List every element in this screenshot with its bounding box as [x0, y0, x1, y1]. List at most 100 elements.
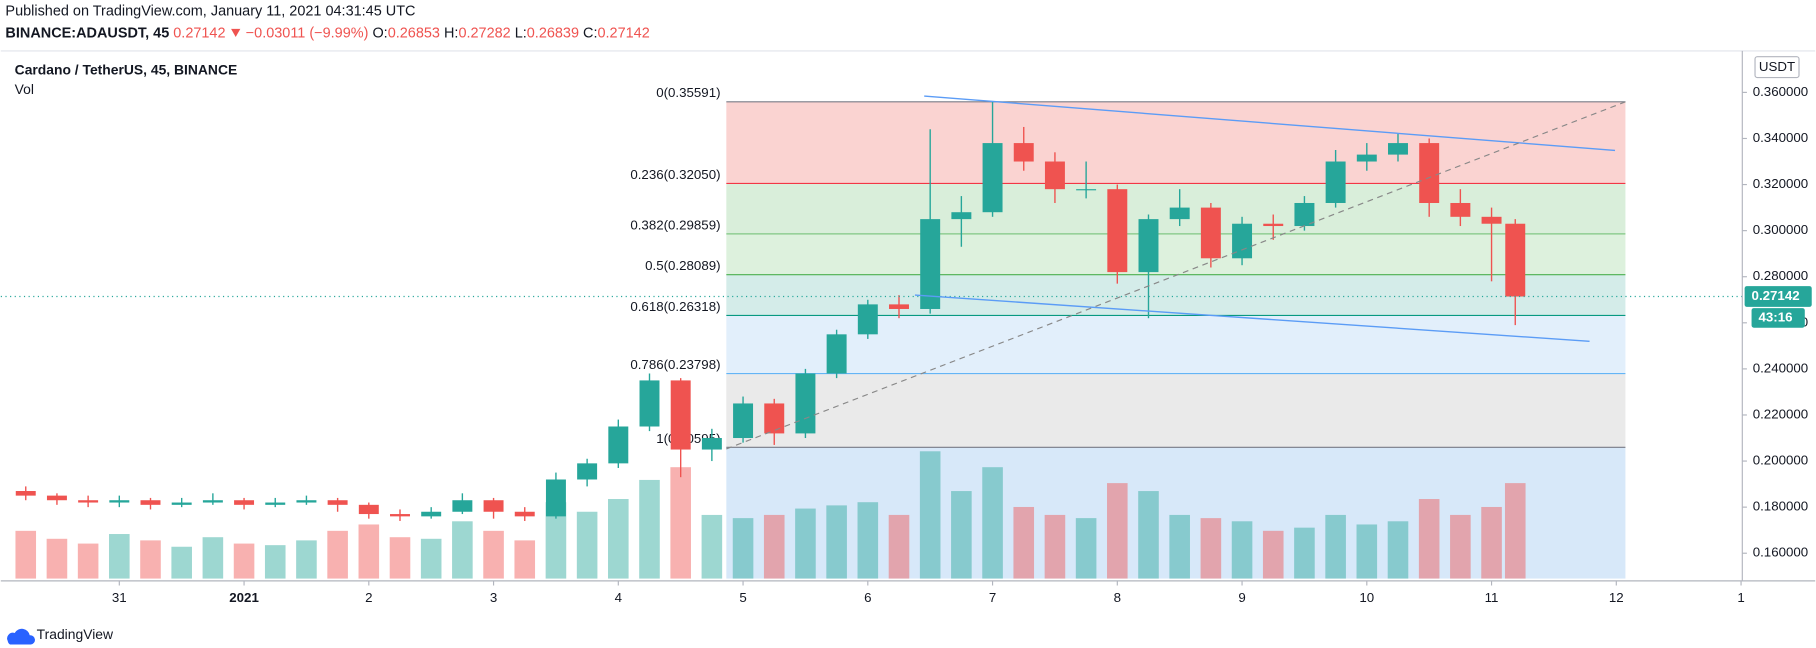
ohlc-key: L: [515, 25, 527, 41]
ohlc-key: O: [372, 25, 387, 41]
candle-body [545, 479, 566, 517]
volume-bar [1075, 518, 1097, 579]
volume-bar [483, 530, 504, 579]
candle-body [1356, 154, 1377, 162]
axes: 0.160000 0.180000 0.200000 0.220000 0.240000… [112, 84, 1812, 605]
volume-bar [1262, 530, 1284, 579]
volume-bar [1231, 521, 1253, 579]
y-tick-label: 0.200000 [1753, 453, 1808, 468]
volume-bar [1418, 499, 1440, 579]
x-tick-label: 4 [615, 590, 622, 605]
volume-bar [233, 543, 255, 579]
candle-body [795, 373, 816, 434]
candle-body [109, 500, 130, 503]
volume-bar [982, 467, 1003, 579]
candle-body [234, 500, 255, 505]
x-tick-label: 2021 [229, 590, 259, 605]
candle-body [15, 491, 36, 496]
volume-bar [77, 543, 99, 579]
volume-bar [1169, 514, 1190, 579]
volume-bar [763, 514, 785, 579]
countdown-badge [1751, 308, 1805, 328]
candle-body [1232, 223, 1253, 259]
volume-bar [452, 521, 473, 579]
ohlc-value: 0.26839 [527, 25, 579, 41]
volume-bar [109, 534, 130, 579]
volume-bar [545, 502, 567, 579]
candle-body [1138, 219, 1159, 273]
fib-label: 0.236(0.32050) [630, 167, 720, 182]
x-tick-label: 6 [864, 590, 871, 605]
unit-box[interactable] [1754, 56, 1800, 79]
volume-bar [264, 545, 286, 579]
candle-body [951, 212, 972, 220]
symbol: BINANCE:ADAUSDT, 45 [5, 25, 169, 41]
candle-body [421, 511, 442, 517]
volume-bar [1325, 514, 1346, 579]
candle-body [608, 426, 629, 464]
logo-text: TradingView [37, 626, 114, 642]
volume-bar [670, 467, 691, 579]
volume-bar [327, 530, 348, 579]
volume-bar [1107, 483, 1128, 579]
volume-bar [420, 538, 442, 579]
candle-body [514, 511, 535, 517]
x-tick-label: 31 [112, 590, 127, 605]
last-price-badge [1744, 286, 1812, 307]
volume-bar [1013, 506, 1035, 579]
candle-body [296, 500, 317, 503]
candle-body [1169, 207, 1190, 220]
logo: TradingView [7, 626, 114, 645]
volume-bar [857, 502, 879, 579]
y-tick-label: 0.280000 [1753, 268, 1808, 283]
volume-bar [514, 540, 536, 579]
ohlc-line: BINANCE:ADAUSDT, 45 0.27142 −0.03011 (−9… [5, 25, 649, 41]
trend-lines [726, 95, 1626, 450]
candle-body [140, 500, 161, 505]
candle-body [171, 502, 192, 505]
lower-trendline [914, 294, 1590, 343]
chart-title: Cardano / TetherUS, 45, BINANCE [15, 61, 238, 77]
candle-body [577, 463, 598, 480]
candle-body [1419, 143, 1440, 203]
y-tick-label: 0.160000 [1753, 545, 1808, 560]
ohlc-value: 0.27142 [598, 25, 650, 41]
volume-bar [576, 511, 598, 579]
volume-bar [1450, 514, 1471, 579]
countdown-label: 43:16 [1759, 309, 1793, 324]
x-tick-label: 3 [490, 590, 497, 605]
y-tick-label: 0.300000 [1753, 222, 1808, 237]
volume-bar [389, 537, 411, 579]
candle-body [733, 403, 754, 439]
candle-body [670, 380, 691, 450]
logo-icon [7, 628, 35, 645]
y-tick-label: 0.180000 [1753, 499, 1808, 514]
volume-bar [140, 540, 161, 579]
candle-body [390, 514, 410, 517]
candle-body [639, 380, 660, 427]
ohlc-key: C: [583, 25, 597, 41]
candle-body [327, 500, 348, 505]
volume-bar [1387, 521, 1409, 579]
volume-bar [1481, 506, 1502, 579]
volume-bar [732, 518, 754, 579]
x-tick-label: 1 [1737, 590, 1744, 605]
fib-label: 0.382(0.29859) [630, 217, 720, 232]
volume-bar [1044, 514, 1066, 579]
candle-body [857, 304, 878, 335]
upper-trendline [924, 95, 1616, 152]
fib-zone [726, 233, 1626, 275]
candle-body [1200, 207, 1221, 259]
x-tick-label: 2 [365, 590, 372, 605]
candle-body [826, 334, 847, 374]
volume-bar [608, 499, 629, 579]
candle-body [1044, 161, 1065, 190]
y-tick-label: 0.360000 [1753, 84, 1808, 99]
volume-bar [951, 491, 972, 579]
candle-body [46, 495, 67, 501]
fib-label: 0.5(0.28089) [645, 258, 720, 273]
x-tick-label: 9 [1238, 590, 1245, 605]
last: 0.27142 [173, 25, 225, 41]
fib-label: 0(0.35591) [656, 85, 720, 100]
volume-bar [888, 514, 910, 579]
